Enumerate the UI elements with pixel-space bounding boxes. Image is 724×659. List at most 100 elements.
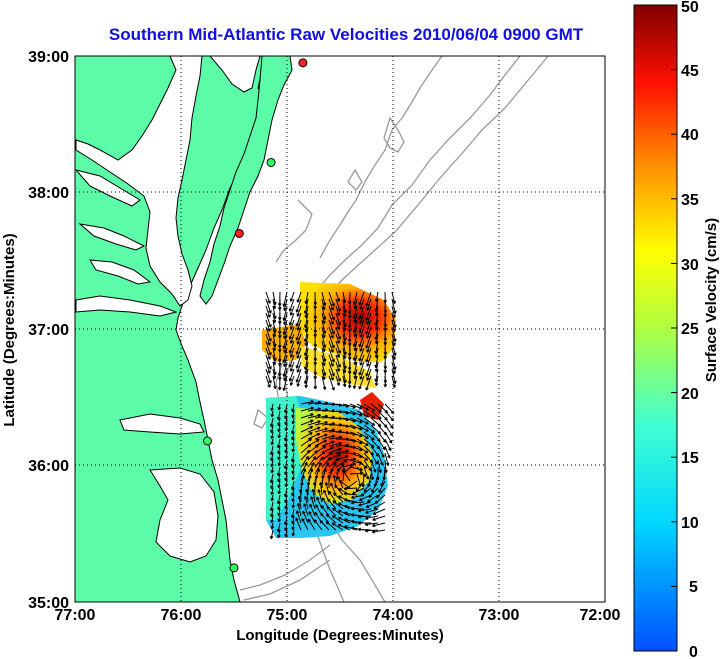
- velocity-vector: [300, 449, 311, 461]
- velocity-vector: [277, 501, 281, 511]
- velocity-vector: [363, 417, 376, 426]
- velocity-vector: [350, 494, 365, 500]
- velocity-vector: [291, 522, 295, 531]
- velocity-vector: [283, 431, 288, 442]
- velocity-vector: [366, 312, 372, 325]
- velocity-vector: [289, 347, 295, 358]
- velocity-vector: [270, 431, 274, 440]
- velocity-vector: [356, 431, 369, 439]
- velocity-vector: [335, 333, 341, 344]
- velocity-vector: [270, 522, 275, 530]
- velocity-vector: [277, 424, 281, 433]
- velocity-vector: [291, 431, 295, 441]
- velocity-vector: [331, 522, 344, 531]
- velocity-vector: [307, 450, 318, 461]
- velocity-vector: [270, 403, 274, 412]
- velocity-vector: [349, 431, 363, 438]
- velocity-vector: [361, 473, 365, 488]
- velocity-vector: [314, 462, 322, 475]
- colorbar: 50 45 40 35 30 25 20 15 10 5 0 Surface V…: [633, 0, 720, 659]
- velocity-vector: [291, 529, 296, 537]
- velocity-vector: [384, 438, 392, 452]
- velocity-vector: [352, 375, 358, 389]
- velocity-vector: [277, 417, 281, 427]
- velocity-vector: [328, 375, 335, 391]
- velocity-vector: [335, 459, 348, 468]
- velocity-vector: [328, 354, 334, 367]
- velocity-vector: [296, 375, 302, 387]
- velocity-vector: [303, 495, 309, 510]
- velocity-vector: [335, 298, 342, 312]
- velocity-vector: [364, 528, 379, 533]
- grid-lines: [75, 56, 605, 602]
- velocity-vector: [384, 424, 393, 437]
- velocity-vector: [290, 424, 295, 435]
- figure-title: Southern Mid-Atlantic Raw Velocities 201…: [109, 25, 584, 44]
- radar-station-marker: [298, 58, 308, 68]
- velocity-vector: [337, 502, 351, 510]
- river-potomac: [75, 169, 141, 207]
- velocity-vector: [391, 375, 396, 389]
- velocity-vector: [277, 487, 282, 495]
- velocity-vector: [357, 514, 372, 519]
- velocity-vector: [265, 354, 272, 370]
- velocity-vector: [304, 375, 309, 389]
- velocity-vector: [277, 452, 281, 461]
- velocity-vector: [358, 305, 365, 320]
- velocity-vector: [332, 507, 344, 517]
- velocity-vector: [295, 340, 302, 355]
- velocity-vector: [335, 326, 342, 340]
- albemarle-sound: [119, 413, 205, 435]
- velocity-vector: [312, 481, 317, 496]
- velocity-vector: [283, 403, 288, 414]
- velocity-vector: [290, 480, 295, 491]
- velocity-vector: [300, 438, 313, 447]
- velocity-vector: [350, 513, 365, 517]
- velocity-vector: [337, 509, 351, 517]
- velocity-vector: [288, 340, 295, 354]
- velocity-vector: [291, 403, 295, 413]
- x-tick-label: 74:00: [373, 607, 414, 624]
- velocity-vector: [277, 431, 282, 439]
- velocity-vector: [270, 410, 275, 418]
- velocity-vector: [296, 291, 302, 303]
- velocity-vector: [307, 413, 321, 419]
- velocity-vector: [277, 445, 281, 455]
- velocity-vector: [370, 466, 375, 481]
- velocity-vector: [269, 473, 274, 484]
- velocity-vector: [327, 498, 337, 510]
- velocity-vector: [290, 508, 295, 519]
- velocity-vector: [377, 445, 385, 458]
- velocity-vector: [283, 487, 288, 498]
- velocity-vector: [265, 361, 271, 374]
- velocity-vector: [344, 525, 358, 531]
- velocity-vector: [356, 438, 369, 447]
- velocity-vector: [384, 417, 394, 429]
- velocity-vector: [355, 480, 365, 492]
- velocity-vector: [356, 410, 369, 418]
- velocity-vector: [335, 354, 342, 368]
- velocity-vector: [338, 480, 351, 489]
- velocity-vector: [270, 515, 274, 524]
- velocity-vector: [277, 473, 281, 483]
- velocity-vector: [284, 445, 288, 454]
- velocity-vector: [270, 480, 274, 490]
- y-tick-label: 39:00: [28, 49, 69, 66]
- x-tick-label: 76:00: [161, 607, 202, 624]
- velocity-vector: [265, 375, 271, 388]
- velocity-vector: [277, 403, 282, 411]
- velocity-vector: [359, 354, 365, 366]
- velocity-vector: [302, 510, 309, 524]
- velocity-vector: [383, 375, 388, 388]
- velocity-patch-west-lobe: [262, 324, 306, 362]
- x-axis-label: Longitude (Degrees:Minutes): [236, 627, 444, 644]
- radar-station-marker: [229, 563, 239, 573]
- velocity-vector: [325, 513, 337, 524]
- velocity-vector: [325, 521, 337, 531]
- velocity-vector: [295, 368, 302, 383]
- velocity-vector: [357, 521, 372, 525]
- velocity-vector: [321, 451, 333, 461]
- velocity-vector: [307, 462, 315, 475]
- velocity-vector: [314, 474, 319, 489]
- velocity-vector: [328, 457, 340, 468]
